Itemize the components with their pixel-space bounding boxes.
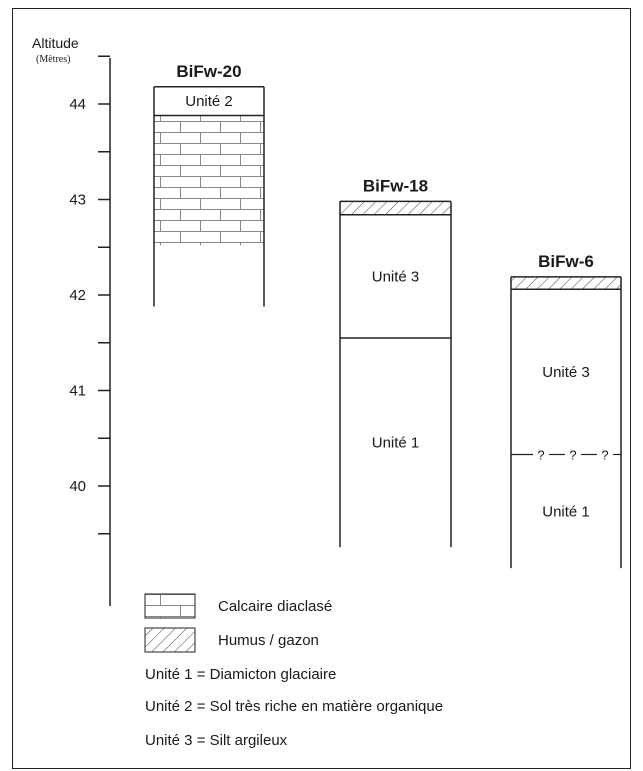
axis-ticks: 44 43 42 41 40 [69,55,110,535]
humus-layer [511,276,621,290]
layer-label: Unité 1 [372,435,420,452]
axis-tick-label: 42 [69,287,86,304]
legend-label-limestone: Calcaire diaclasé [218,598,332,615]
axis-label: Altitude [32,35,79,51]
legend-definition-unit1: Unité 1 = Diamicton glaciaire [145,666,336,683]
legend-label-humus: Humus / gazon [218,632,319,649]
layer-label: Unité 1 [542,503,590,520]
legend-symbol-humus [144,627,196,653]
legend-definition-unit3: Unité 3 = Silt argileux [145,732,288,749]
legend-symbol-limestone [144,593,196,619]
column-title: BiFw-6 [538,252,594,271]
uncertain-boundary-mark: ? [569,447,576,462]
layer-label: Unité 3 [372,268,420,285]
legend: Calcaire diaclasé Humus / gazon Unité 1 … [144,593,443,749]
layer-label: Unité 2 [185,93,233,110]
axis-tick-label: 40 [69,478,86,495]
uncertain-boundary-mark: ? [601,447,608,462]
axis-tick-label: 43 [69,192,86,209]
layer-label: Unité 3 [542,364,590,381]
axis-unit: (Mètres) [36,54,70,65]
column-title: BiFw-18 [363,176,428,195]
axis-tick-label: 44 [69,96,86,113]
column-bifw-18: Unité 3 Unité 1 BiFw-18 [339,176,452,548]
figure-frame [12,8,631,769]
column-title: BiFw-20 [176,62,241,81]
axis-tick-label: 41 [69,383,86,400]
uncertain-boundary-mark: ? [537,447,544,462]
legend-definition-unit2: Unité 2 = Sol très riche en matière orga… [145,698,443,715]
humus-layer [340,201,451,215]
column-bifw-20: Unité 2 BiFw-20 [153,62,265,307]
limestone-layer [154,115,264,246]
altitude-axis: Altitude (Mètres) 44 43 42 41 40 [32,35,111,606]
